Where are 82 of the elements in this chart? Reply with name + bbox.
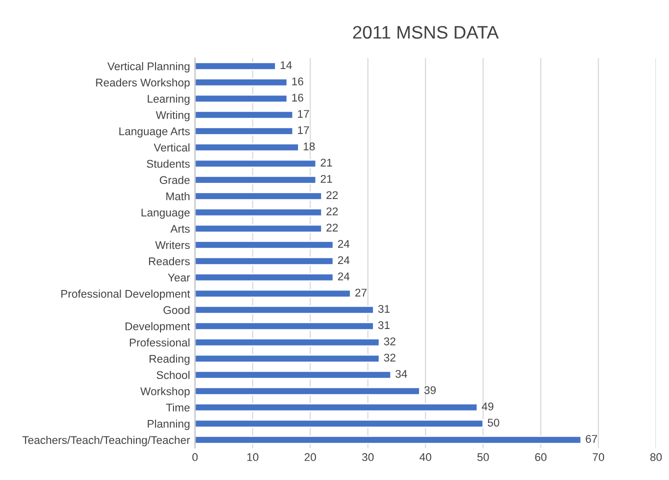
data-label: 22 bbox=[326, 207, 338, 216]
data-label: 39 bbox=[424, 386, 436, 394]
bar bbox=[195, 208, 322, 217]
data-label: 21 bbox=[320, 158, 332, 166]
y-tick-label: Language bbox=[142, 208, 190, 219]
y-tick-label: Planning bbox=[148, 420, 190, 430]
data-label: 32 bbox=[384, 337, 396, 346]
y-tick-label: Readers bbox=[149, 257, 190, 266]
bar bbox=[195, 78, 288, 87]
data-label: 16 bbox=[292, 94, 304, 102]
y-tick-label: Vertical Planning bbox=[107, 62, 190, 72]
bar bbox=[195, 110, 294, 120]
y-tick-label: Reading bbox=[150, 354, 190, 365]
bar bbox=[195, 403, 478, 412]
x-tick-label: 10 bbox=[247, 453, 258, 462]
y-tick-label: Writers bbox=[155, 240, 190, 250]
y-tick-label: Grade bbox=[160, 176, 190, 184]
x-tick-label: 70 bbox=[592, 453, 604, 462]
y-tick-label: Good bbox=[164, 306, 190, 314]
bar bbox=[195, 159, 317, 168]
data-label: 18 bbox=[304, 142, 315, 150]
data-label: 22 bbox=[326, 191, 338, 199]
bar bbox=[195, 224, 322, 233]
bar bbox=[195, 436, 582, 444]
bar bbox=[195, 126, 294, 136]
bar bbox=[195, 322, 374, 330]
x-tick-label: 20 bbox=[304, 453, 316, 462]
y-tick-label: Vertical bbox=[154, 143, 190, 152]
bar bbox=[195, 354, 380, 363]
bar bbox=[195, 386, 420, 396]
data-label: 49 bbox=[482, 402, 494, 410]
x-tick-label: 30 bbox=[362, 453, 374, 462]
bar bbox=[195, 143, 300, 152]
bar bbox=[195, 256, 334, 266]
data-label: 24 bbox=[338, 240, 350, 248]
y-tick-label: Time bbox=[166, 403, 190, 412]
bar bbox=[195, 192, 322, 200]
y-tick-label: Learning bbox=[148, 94, 190, 105]
x-tick-label: 0 bbox=[192, 453, 198, 462]
data-label: 31 bbox=[378, 321, 390, 330]
data-label: 24 bbox=[338, 256, 350, 264]
y-tick-label: Teachers/Teach/Teaching/Teacher bbox=[22, 436, 190, 446]
y-tick-label: Writing bbox=[156, 110, 190, 122]
y-tick-label: Workshop bbox=[140, 387, 190, 398]
data-label: 14 bbox=[280, 61, 292, 69]
y-tick-label: Professional Development bbox=[61, 290, 190, 300]
x-tick-label: 60 bbox=[535, 453, 546, 462]
data-label: 31 bbox=[378, 304, 390, 313]
data-label: 50 bbox=[488, 418, 500, 427]
bar bbox=[195, 419, 484, 428]
bar bbox=[195, 240, 334, 250]
bar bbox=[195, 370, 392, 380]
y-tick-label: Students bbox=[146, 160, 190, 168]
bar bbox=[195, 338, 380, 347]
x-tick-label: 80 bbox=[650, 453, 662, 462]
data-label: 21 bbox=[320, 174, 332, 183]
y-tick-label: Arts bbox=[170, 225, 190, 233]
chart-title: 2011 MSNS DATA bbox=[353, 26, 499, 39]
data-label: 16 bbox=[292, 77, 304, 86]
y-tick-label: School bbox=[156, 370, 190, 380]
y-tick-label: Readers Workshop bbox=[96, 78, 190, 89]
data-label: 17 bbox=[298, 110, 309, 118]
bar bbox=[195, 306, 374, 314]
data-label: 34 bbox=[396, 370, 408, 378]
bar bbox=[195, 62, 276, 70]
y-tick-label: Development bbox=[126, 322, 190, 332]
data-label: 17 bbox=[298, 126, 309, 134]
y-tick-label: Professional bbox=[130, 338, 190, 347]
bar bbox=[195, 94, 288, 103]
y-tick-label: Math bbox=[166, 192, 190, 200]
data-label: 67 bbox=[586, 434, 598, 443]
bar bbox=[195, 176, 317, 184]
x-tick-label: 40 bbox=[420, 453, 432, 462]
data-label: 24 bbox=[338, 272, 350, 280]
data-label: 32 bbox=[384, 354, 396, 362]
bar bbox=[195, 273, 334, 282]
bar bbox=[195, 289, 352, 298]
data-label: 27 bbox=[355, 288, 367, 296]
y-tick-label: Language Arts bbox=[119, 128, 190, 138]
y-tick-label: Year bbox=[168, 274, 190, 282]
data-label: 22 bbox=[326, 224, 338, 232]
x-tick-label: 50 bbox=[477, 453, 489, 462]
